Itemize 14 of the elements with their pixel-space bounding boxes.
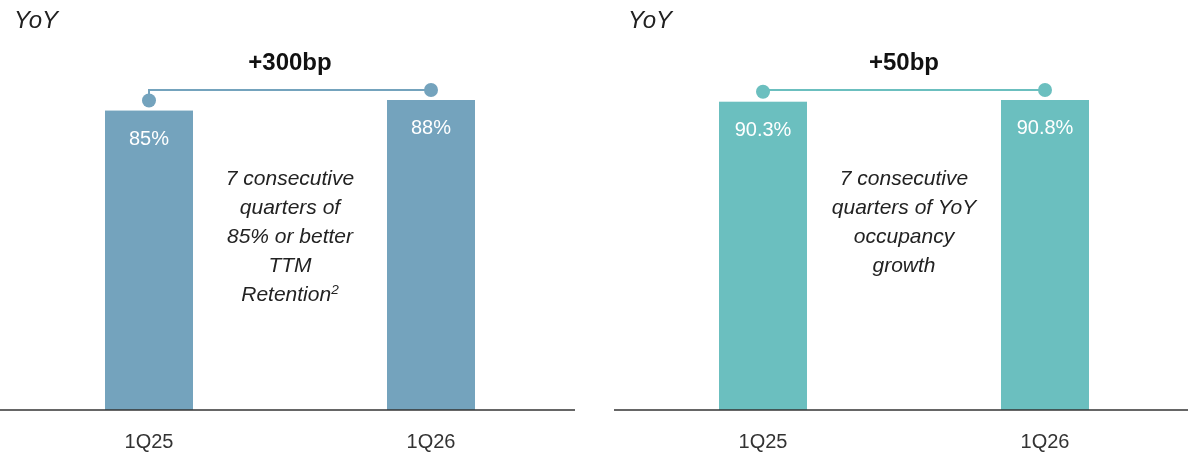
data-label: 85% — [128, 126, 170, 149]
annotation: 7 consecutive quarters of YoY occupancy growth — [831, 166, 979, 276]
data-label: 90.8% — [1016, 116, 1074, 138]
text: +300bp — [248, 48, 332, 75]
annotation: 7 consecutive quarters of 85% or better TTM Retention$^{2}$ — [225, 166, 355, 305]
chart-title: YoY — [628, 6, 675, 33]
x-tick-label: 1Q25 — [124, 430, 174, 452]
text: +50bp — [868, 48, 940, 75]
data-label: 90.3% — [734, 117, 792, 140]
x-tick-label: 1Q26 — [406, 430, 456, 452]
x-tick-label: 1Q26 — [1020, 430, 1070, 452]
chart-title: YoY — [14, 6, 61, 33]
x-tick-label: 1Q25 — [738, 430, 788, 452]
data-label: 88% — [410, 116, 452, 138]
